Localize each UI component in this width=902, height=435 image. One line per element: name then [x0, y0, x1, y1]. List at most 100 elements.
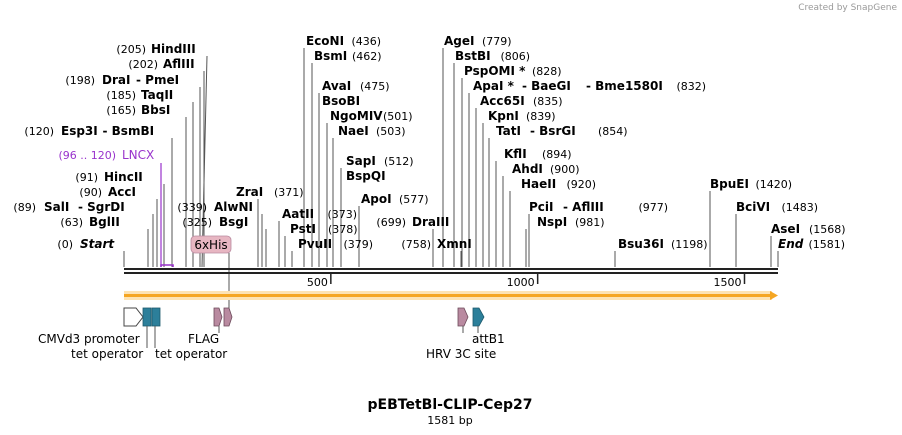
enzyme-name: Start: [80, 237, 115, 251]
enzyme-leader-lines: [123, 48, 779, 268]
enzyme-name: DraIII: [412, 215, 449, 229]
enzyme-name: BstBI: [455, 49, 491, 63]
enzyme-name: AatII: [282, 207, 314, 221]
enzyme-position: (325): [182, 216, 212, 229]
lncx-label[interactable]: LNCX: [122, 148, 154, 162]
enzyme-site-zrai[interactable]: ZraI (371): [236, 185, 304, 199]
enzyme-site-bpuei[interactable]: BpuEI (1420): [710, 177, 792, 191]
enzyme-position: (379): [344, 238, 374, 251]
enzyme-site-xmni[interactable]: XmnI (758): [401, 237, 471, 251]
lncx-bracket: [160, 264, 174, 267]
enzyme-name: BsmI: [314, 49, 347, 63]
feature-tet-operator-1[interactable]: [142, 307, 152, 327]
enzyme-labels: HindIII (205) AflIII (202) DraI - PmeI (198) Ta…: [13, 34, 845, 251]
feature-label-hrv3c: HRV 3C site: [426, 347, 496, 361]
enzyme-site-agei[interactable]: AgeI (779): [444, 34, 512, 48]
enzyme-site-bbsi[interactable]: BbsI (165): [106, 103, 170, 117]
his-tag-box[interactable]: [190, 235, 232, 254]
enzyme-site-ahdi[interactable]: AhdI (900): [512, 162, 580, 176]
enzyme-site-esp3i[interactable]: Esp3I - BsmBI (120): [24, 124, 154, 138]
enzyme-site-hindiii[interactable]: HindIII (205): [116, 42, 195, 56]
enzyme-position: (205): [116, 43, 146, 56]
enzyme-site-acc65i[interactable]: Acc65I (835): [480, 94, 563, 108]
enzyme-site-bstbi[interactable]: BstBI (806): [455, 49, 530, 63]
feature-cmvd3-promoter[interactable]: [123, 307, 144, 327]
enzyme-site-bsgi[interactable]: BsgI (325): [182, 215, 248, 229]
enzyme-position: (339): [177, 201, 207, 214]
enzyme-name: PciI: [529, 200, 554, 214]
enzyme-site-bsu36i[interactable]: Bsu36I (1198): [618, 237, 708, 251]
enzyme-site-bglii[interactable]: BglII (63): [60, 215, 119, 229]
enzyme-site-pvuii[interactable]: PvuII (379): [298, 237, 373, 251]
enzyme-site-afliii-202[interactable]: AflIII (202): [128, 57, 194, 71]
feature-hrv3c-site[interactable]: [457, 307, 469, 327]
enzyme-site-aatii[interactable]: AatII (373): [282, 207, 357, 221]
enzyme-position: (185): [106, 89, 136, 102]
enzyme-position: (89): [13, 201, 36, 214]
enzyme-site-end[interactable]: End (1581): [778, 237, 845, 251]
enzyme-name: NspI: [537, 215, 567, 229]
enzyme-site-pspomi[interactable]: PspOMI * (828): [464, 64, 562, 78]
enzyme-name: BsoBI: [322, 94, 360, 108]
enzyme-position: (977): [639, 201, 669, 214]
enzyme-position: (120): [24, 125, 54, 138]
enzyme-isoschizomer: - BsmBI: [103, 124, 155, 138]
feature-tet-operator-2[interactable]: [151, 307, 161, 327]
feature-attb1[interactable]: [472, 307, 485, 327]
enzyme-position: (894): [542, 148, 572, 161]
enzyme-site-kpni[interactable]: KpnI (839): [488, 109, 556, 123]
enzyme-position: (577): [399, 193, 429, 206]
enzyme-site-kfli[interactable]: KflI (894): [504, 147, 572, 161]
enzyme-name: KpnI: [488, 109, 519, 123]
enzyme-name: Acc65I: [480, 94, 525, 108]
enzyme-name: AgeI: [444, 34, 474, 48]
feature-flag[interactable]: [213, 307, 233, 327]
enzyme-site-hincii[interactable]: HincII (91): [75, 170, 142, 184]
enzyme-isoschizomer: - AflIII: [563, 200, 604, 214]
enzyme-position: (835): [533, 95, 563, 108]
enzyme-site-apoi[interactable]: ApoI (577): [361, 192, 429, 206]
enzyme-site-bspqi[interactable]: BspQI: [346, 169, 386, 183]
feature-label-tet-operator-2: tet operator: [155, 347, 227, 361]
enzyme-site-nspi[interactable]: NspI (981): [537, 215, 605, 229]
enzyme-site-psti[interactable]: PstI (378): [290, 222, 358, 236]
enzyme-site-ngomiv[interactable]: NgoMIV (501): [330, 109, 413, 123]
enzyme-site-bsmi[interactable]: BsmI (462): [314, 49, 382, 63]
enzyme-site-avai[interactable]: AvaI (475): [322, 79, 390, 93]
enzyme-name: PstI: [290, 222, 316, 236]
enzyme-site-alwni[interactable]: AlwNI (339): [177, 200, 253, 214]
enzyme-site-bsobi[interactable]: BsoBI: [322, 94, 360, 108]
orf-arrow[interactable]: [124, 291, 778, 300]
enzyme-site-asei[interactable]: AseI (1568): [771, 222, 846, 236]
enzyme-isoschizomer: - BaeGI: [522, 79, 571, 93]
enzyme-site-sali[interactable]: SalI - SgrDI (89): [13, 200, 124, 214]
enzyme-site-taqii[interactable]: TaqII (185): [106, 88, 173, 102]
enzyme-position: (828): [532, 65, 562, 78]
enzyme-site-apai[interactable]: ApaI * - BaeGI - Bme1580I (832): [473, 79, 706, 93]
enzyme-site-acci[interactable]: AccI (90): [79, 185, 136, 199]
axis-ticks: 500 1000 1500: [307, 274, 746, 289]
enzyme-site-tati[interactable]: TatI - BsrGI (854): [496, 124, 628, 138]
enzyme-position: (1420): [756, 178, 793, 191]
axis-tick-label: 500: [307, 276, 328, 289]
enzyme-site-haeii[interactable]: HaeII (920): [521, 177, 596, 191]
enzyme-site-econi[interactable]: EcoNI (436): [306, 34, 381, 48]
enzyme-position: (436): [352, 35, 382, 48]
enzyme-site-sapi[interactable]: SapI (512): [346, 154, 414, 168]
enzyme-name: NaeI: [338, 124, 369, 138]
enzyme-name: ApaI *: [473, 79, 515, 93]
enzyme-site-draiii[interactable]: DraIII (699): [376, 215, 449, 229]
enzyme-position: (699): [376, 216, 406, 229]
enzyme-site-naei[interactable]: NaeI (503): [338, 124, 406, 138]
enzyme-name: PvuII: [298, 237, 332, 251]
enzyme-name: Bsu36I: [618, 237, 664, 251]
enzyme-site-bcivi[interactable]: BciVI (1483): [736, 200, 818, 214]
enzyme-site-drai[interactable]: DraI - PmeI (198): [65, 73, 179, 87]
enzyme-site-start[interactable]: Start (0): [57, 237, 115, 251]
his-tag-label: 6xHis: [194, 238, 227, 252]
enzyme-position: (378): [328, 223, 358, 236]
feature-label-flag: FLAG: [188, 332, 219, 346]
enzyme-site-pcii[interactable]: PciI - AflIII (977): [529, 200, 668, 214]
enzyme-position: (371): [274, 186, 304, 199]
